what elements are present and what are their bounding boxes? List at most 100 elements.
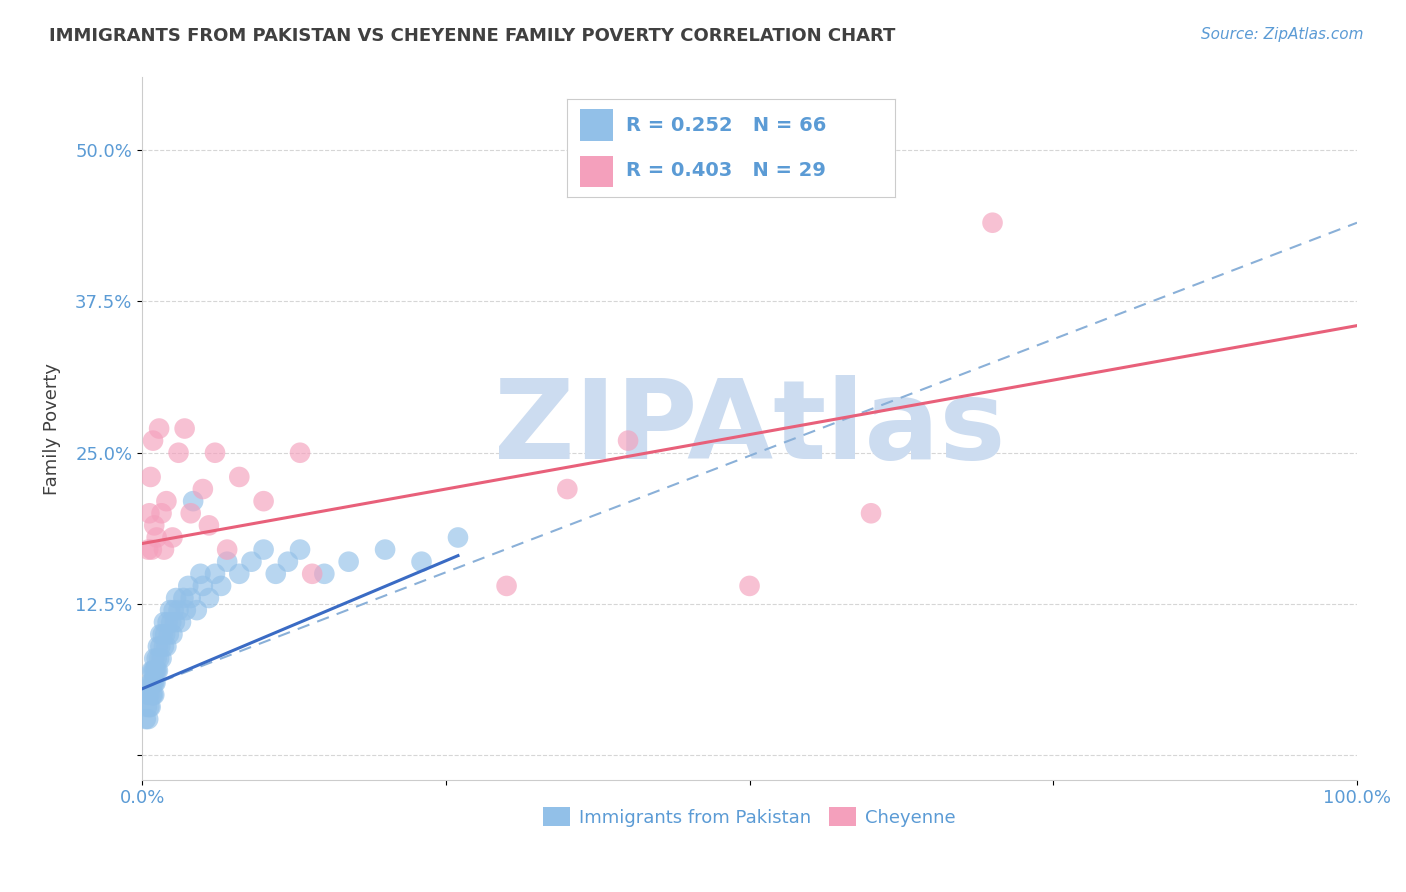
Point	[186, 603, 208, 617]
Point	[156, 615, 179, 630]
Point	[136, 688, 159, 702]
Point	[860, 506, 883, 520]
Point	[159, 603, 181, 617]
Point	[252, 542, 274, 557]
Point	[142, 688, 165, 702]
Point	[167, 446, 190, 460]
Point	[138, 688, 160, 702]
Point	[198, 591, 221, 605]
Point	[141, 542, 163, 557]
Point	[163, 603, 186, 617]
Point	[167, 603, 190, 617]
Point	[143, 651, 166, 665]
Point	[374, 542, 396, 557]
Point	[180, 591, 202, 605]
Point	[288, 446, 311, 460]
Point	[198, 518, 221, 533]
Point	[153, 542, 176, 557]
Point	[160, 615, 183, 630]
Point	[555, 482, 578, 496]
Point	[173, 421, 195, 435]
Text: Source: ZipAtlas.com: Source: ZipAtlas.com	[1201, 27, 1364, 42]
Point	[180, 506, 202, 520]
Point	[447, 531, 470, 545]
Point	[177, 579, 200, 593]
Point	[314, 566, 336, 581]
Point	[209, 579, 232, 593]
Point	[138, 506, 160, 520]
Legend: Immigrants from Pakistan, Cheyenne: Immigrants from Pakistan, Cheyenne	[536, 800, 963, 834]
Point	[217, 555, 239, 569]
Point	[277, 555, 299, 569]
Point	[146, 640, 169, 654]
Point	[141, 688, 163, 702]
Point	[149, 640, 172, 654]
Point	[143, 518, 166, 533]
Text: ZIPAtlas: ZIPAtlas	[494, 375, 1005, 482]
Point	[191, 579, 214, 593]
Point	[174, 603, 197, 617]
Point	[149, 627, 172, 641]
Point	[264, 566, 287, 581]
Point	[181, 494, 204, 508]
Point	[252, 494, 274, 508]
Point	[142, 675, 165, 690]
Point	[495, 579, 517, 593]
Point	[143, 664, 166, 678]
Point	[145, 675, 167, 690]
Point	[228, 566, 250, 581]
Point	[141, 675, 163, 690]
Point	[163, 615, 186, 630]
Point	[139, 700, 162, 714]
Point	[138, 700, 160, 714]
Point	[155, 640, 177, 654]
Point	[143, 688, 166, 702]
Point	[142, 664, 165, 678]
Point	[145, 651, 167, 665]
Point	[141, 664, 163, 678]
Point	[145, 664, 167, 678]
Point	[148, 651, 170, 665]
Point	[145, 664, 167, 678]
Point	[240, 555, 263, 569]
Point	[217, 542, 239, 557]
Point	[617, 434, 640, 448]
Point	[153, 627, 176, 641]
Point	[150, 651, 173, 665]
Point	[136, 542, 159, 557]
Point	[153, 640, 176, 654]
Point	[228, 470, 250, 484]
Text: IMMIGRANTS FROM PAKISTAN VS CHEYENNE FAMILY POVERTY CORRELATION CHART: IMMIGRANTS FROM PAKISTAN VS CHEYENNE FAM…	[49, 27, 896, 45]
Point	[162, 531, 184, 545]
Point	[190, 566, 212, 581]
Point	[139, 675, 162, 690]
Point	[150, 506, 173, 520]
Point	[337, 555, 360, 569]
Point	[981, 216, 1004, 230]
Point	[146, 664, 169, 678]
Point	[157, 627, 180, 641]
Point	[136, 700, 159, 714]
Point	[204, 446, 226, 460]
Y-axis label: Family Poverty: Family Poverty	[44, 362, 60, 494]
Point	[738, 579, 761, 593]
Point	[162, 627, 184, 641]
Point	[288, 542, 311, 557]
Point	[170, 615, 193, 630]
Point	[165, 591, 187, 605]
Point	[143, 675, 166, 690]
Point	[301, 566, 323, 581]
Point	[204, 566, 226, 581]
Point	[139, 470, 162, 484]
Point	[191, 482, 214, 496]
Point	[142, 434, 165, 448]
Point	[172, 591, 194, 605]
Point	[145, 531, 167, 545]
Point	[148, 421, 170, 435]
Point	[153, 615, 176, 630]
Point	[136, 712, 159, 726]
Point	[411, 555, 433, 569]
Point	[135, 712, 157, 726]
Point	[152, 627, 174, 641]
Point	[155, 494, 177, 508]
